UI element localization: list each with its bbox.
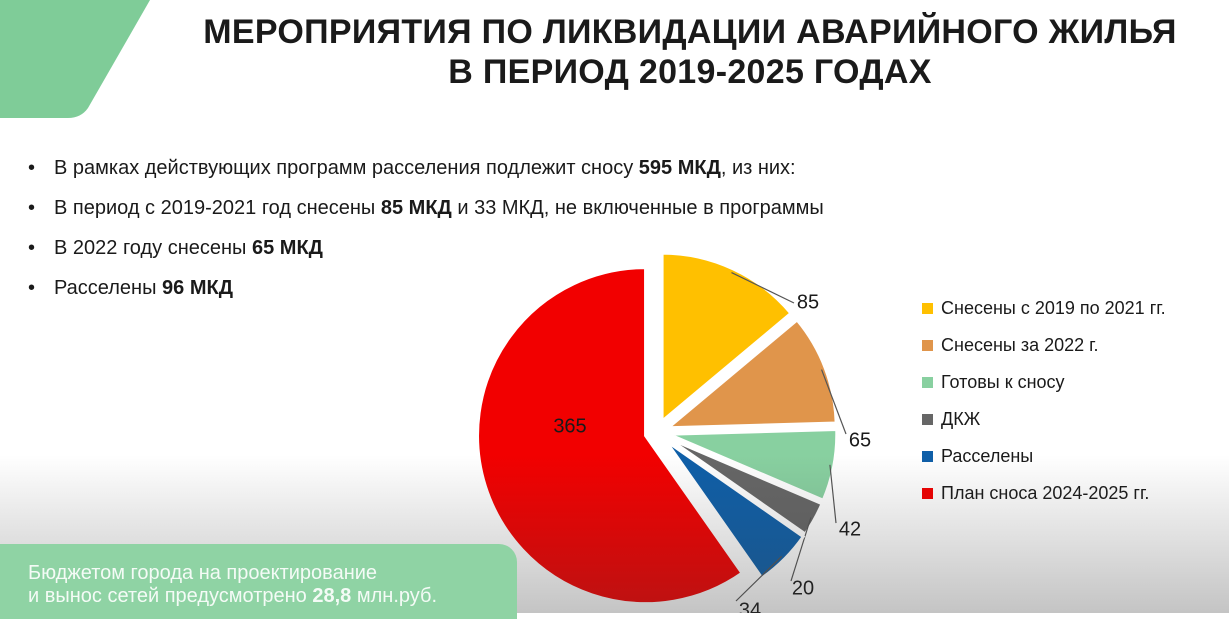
legend-entry: Расселены — [922, 438, 1166, 475]
legend-swatch — [922, 488, 933, 499]
bullet-dot: • — [28, 237, 36, 259]
leader-line — [735, 555, 783, 602]
data-label: 65 — [849, 429, 871, 451]
legend-label: План сноса 2024-2025 гг. — [941, 483, 1150, 503]
legend-swatch — [922, 340, 933, 351]
bullet-item: • В период с 2019-2021 год снесены 85 МКД… — [28, 188, 824, 228]
budget-line-2: и вынос сетей предусмотрено 28,8 млн.руб… — [28, 585, 438, 607]
budget-line-1: Бюджетом города на проектирование — [28, 562, 378, 584]
data-label: 85 — [797, 291, 819, 313]
bullet-dot: • — [28, 277, 36, 299]
legend-swatch — [922, 303, 933, 314]
legend-swatch — [922, 377, 933, 388]
bullet-item: • В рамках действующих программ расселени… — [28, 148, 824, 188]
legend-swatch — [922, 451, 933, 462]
legend-entry: Готовы к сносу — [922, 364, 1166, 401]
bullet-list: • В рамках действующих программ расселени… — [28, 148, 824, 308]
legend-label: Снесены с 2019 по 2021 гг. — [941, 298, 1166, 318]
data-label: 20 — [792, 577, 814, 599]
pie-slice — [664, 439, 806, 581]
legend-label: Снесены за 2022 г. — [941, 335, 1099, 355]
legend-entry: План сноса 2024-2025 гг. — [922, 475, 1166, 512]
bullet-item: • Расселены 96 МКД — [28, 268, 824, 308]
page-title: МЕРОПРИЯТИЯ ПО ЛИКВИДАЦИИ АВАРИЙНОГО ЖИЛ… — [150, 12, 1229, 92]
leader-line — [829, 464, 837, 524]
legend-label: Расселены — [941, 446, 1034, 466]
legend-label: Готовы к сносу — [941, 372, 1065, 392]
data-label: 42 — [839, 518, 861, 540]
budget-note: Бюджетом города на проектирование и выно… — [0, 544, 517, 619]
chart-legend: Снесены с 2019 по 2021 гг. Снесены за 202… — [922, 290, 1166, 512]
title-line-1: МЕРОПРИЯТИЯ ПО ЛИКВИДАЦИИ АВАРИЙНОГО ЖИЛ… — [203, 13, 1177, 51]
leader-line — [821, 369, 847, 435]
leader-line — [790, 517, 812, 582]
title-line-2: В ПЕРИОД 2019-2025 ГОДАХ — [448, 53, 932, 91]
pie-slice — [660, 251, 794, 425]
corner-decoration — [0, 0, 150, 118]
legend-label: ДКЖ — [941, 409, 981, 429]
legend-entry: Снесены с 2019 по 2021 гг. — [922, 290, 1166, 327]
bullet-dot: • — [28, 157, 36, 179]
leader-line — [731, 272, 795, 304]
legend-entry: ДКЖ — [922, 401, 1166, 438]
pie-slice — [663, 317, 838, 430]
legend-swatch — [922, 414, 933, 425]
pie-slice — [668, 427, 839, 503]
data-label: 34 — [739, 599, 761, 613]
data-label: 365 — [553, 415, 586, 437]
bullet-dot: • — [28, 197, 36, 219]
bullet-item: • В 2022 году снесены 65 МКД — [28, 228, 824, 268]
legend-entry: Снесены за 2022 г. — [922, 327, 1166, 364]
pie-slice — [476, 266, 745, 606]
